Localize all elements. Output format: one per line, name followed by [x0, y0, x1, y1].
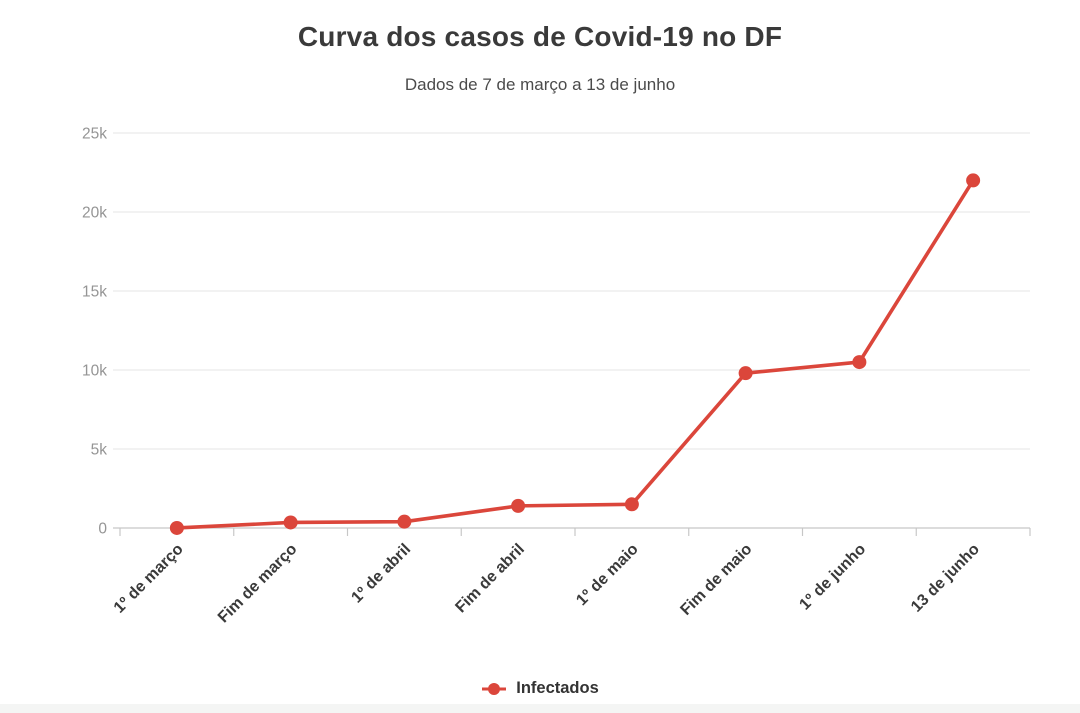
data-point-6[interactable]: [852, 355, 867, 370]
x-axis-label: Fim de abril: [452, 541, 528, 617]
y-tick-label: 0: [98, 521, 107, 538]
x-axis-label: Fim de maio: [677, 541, 755, 619]
legend-label: Infectados: [516, 679, 599, 697]
x-axis-label: 1º de maio: [573, 541, 642, 610]
data-point-1[interactable]: [283, 515, 298, 530]
x-axis-label: 13 de junho: [908, 541, 983, 616]
y-tick-label: 20k: [82, 205, 107, 222]
y-tick-label: 10k: [82, 363, 107, 380]
data-point-2[interactable]: [397, 514, 412, 529]
y-tick-label: 15k: [82, 284, 107, 301]
data-point-5[interactable]: [738, 366, 753, 381]
plot-area: 0 5k 10k 15k 20k 25k 1º de março Fim de março 1º…: [82, 126, 1031, 627]
x-axis-label: 1º de março: [111, 541, 187, 617]
data-point-3[interactable]: [511, 498, 526, 513]
legend: Infectados: [0, 679, 1080, 698]
x-axis-label: 1º de junho: [796, 541, 869, 614]
chart-title: Curva dos casos de Covid-19 no DF: [297, 21, 783, 52]
legend-item-infectados[interactable]: Infectados: [481, 679, 599, 698]
y-tick-label: 5k: [91, 442, 108, 459]
legend-marker-icon: [482, 682, 507, 695]
chart-subtitle: Dados de 7 de março a 13 de junho: [404, 75, 676, 94]
series-line-infectados: [175, 178, 975, 530]
x-axis-label: 1º de abril: [348, 541, 414, 607]
y-tick-label: 25k: [82, 126, 107, 143]
data-point-0[interactable]: [169, 520, 184, 535]
x-axis-label: Fim de março: [215, 541, 301, 627]
bottom-strip: [0, 704, 1080, 713]
data-point-7[interactable]: [966, 173, 981, 188]
data-point-4[interactable]: [624, 497, 639, 512]
